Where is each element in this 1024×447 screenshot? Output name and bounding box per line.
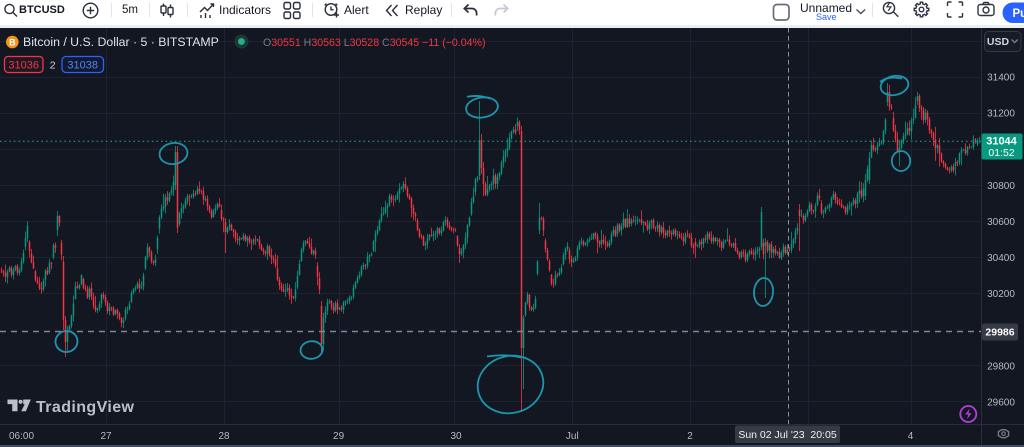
svg-text:30200: 30200: [987, 289, 1015, 300]
svg-text:27: 27: [100, 431, 112, 442]
svg-text:Jul: Jul: [566, 431, 579, 442]
svg-text:30: 30: [450, 431, 462, 442]
svg-text:31038: 31038: [67, 59, 98, 71]
svg-text:30600: 30600: [987, 217, 1015, 228]
svg-text:USD: USD: [987, 36, 1010, 48]
svg-text:2: 2: [687, 431, 693, 442]
svg-text:2: 2: [50, 60, 56, 72]
svg-text:30800: 30800: [987, 181, 1015, 192]
svg-text:29800: 29800: [987, 361, 1015, 372]
svg-text:29: 29: [333, 431, 345, 442]
svg-text:Sun 02 Jul '23 20:05: Sun 02 Jul '23 20:05: [738, 429, 836, 441]
svg-text:31044: 31044: [986, 136, 1017, 148]
svg-text:4: 4: [908, 431, 914, 442]
svg-text:Pu: Pu: [1013, 8, 1024, 20]
svg-text:Bitcoin / U.S. Dollar · 5 · BI: Bitcoin / U.S. Dollar · 5 · BITSTAMP: [23, 35, 219, 49]
svg-text:01:52: 01:52: [988, 147, 1014, 159]
svg-text:30400: 30400: [987, 253, 1015, 264]
svg-text:31200: 31200: [987, 109, 1015, 120]
svg-text:31036: 31036: [8, 59, 39, 71]
svg-text:B: B: [9, 37, 16, 47]
svg-text:29986: 29986: [985, 327, 1014, 339]
svg-text:28: 28: [218, 431, 230, 442]
svg-text:O30551 H30563 L30528 C30545 −1: O30551 H30563 L30528 C30545 −11 (−0.04%): [263, 37, 486, 49]
svg-text:31400: 31400: [987, 73, 1015, 84]
svg-text:TradingView: TradingView: [36, 399, 135, 416]
svg-text:29600: 29600: [987, 397, 1015, 408]
svg-text:06:00: 06:00: [9, 431, 34, 442]
